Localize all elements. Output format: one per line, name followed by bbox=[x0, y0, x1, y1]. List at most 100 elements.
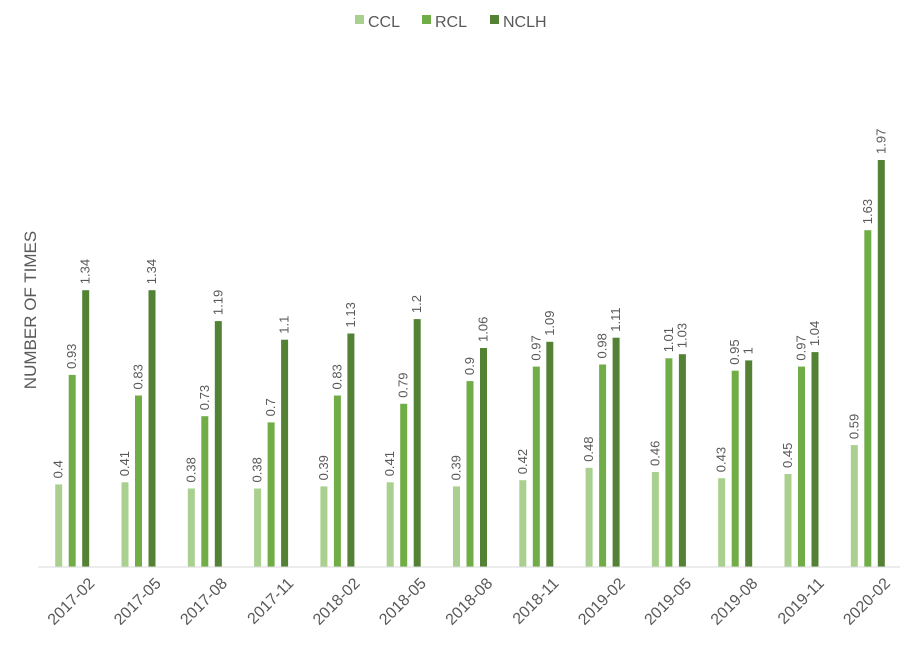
x-tick-label-2019-08: 2019-08 bbox=[708, 575, 762, 629]
legend: CCL RCL NCLH bbox=[355, 14, 547, 31]
x-tick-label-2017-11: 2017-11 bbox=[245, 575, 298, 628]
data-label-ccl-2018-08: 0.39 bbox=[449, 455, 464, 480]
bar-nclh-2019-05 bbox=[678, 354, 686, 567]
bar-rcl-2019-08 bbox=[731, 370, 739, 567]
bar-nclh-2018-02 bbox=[347, 333, 355, 567]
data-label-rcl-2018-08: 0.9 bbox=[462, 357, 477, 375]
data-label-ccl-2018-05: 0.41 bbox=[382, 451, 397, 476]
data-label-rcl-2018-02: 0.83 bbox=[329, 364, 344, 389]
bar-ccl-2017-11 bbox=[254, 488, 262, 567]
data-label-ccl-2017-05: 0.41 bbox=[117, 451, 132, 476]
bar-nclh-2017-08 bbox=[214, 321, 222, 567]
bar-nclh-2017-02 bbox=[82, 290, 90, 567]
x-tick-label-2018-11: 2018-11 bbox=[510, 575, 563, 628]
data-label-rcl-2018-11: 0.97 bbox=[528, 335, 543, 360]
bar-rcl-2019-11 bbox=[798, 366, 805, 567]
x-tick-label-2019-05: 2019-05 bbox=[642, 575, 696, 629]
x-tick-label-2017-05: 2017-05 bbox=[111, 575, 165, 629]
x-tick-label-2017-08: 2017-08 bbox=[177, 575, 231, 629]
x-tick-label-2018-05: 2018-05 bbox=[376, 575, 430, 629]
x-tick-label-2020-02: 2020-02 bbox=[840, 575, 894, 629]
data-label-nclh-2018-05: 1.2 bbox=[409, 295, 424, 313]
data-label-nclh-2019-08: 1 bbox=[741, 347, 756, 354]
x-tick-labels: 2017-02 2017-05 2017-08 2017-11 2018-02 2018-… bbox=[45, 575, 894, 629]
bars bbox=[55, 160, 885, 567]
bar-nclh-2018-08 bbox=[480, 348, 487, 567]
data-labels: 0.4 0.93 1.34 0.41 0.83 1.34 0.38 0.73 1.19 0.38 0… bbox=[51, 129, 889, 483]
bar-ccl-2018-08 bbox=[453, 486, 460, 567]
data-label-nclh-2019-05: 1.03 bbox=[674, 323, 689, 348]
data-label-ccl-2019-08: 0.43 bbox=[714, 447, 729, 472]
legend-swatch-rcl bbox=[422, 15, 431, 24]
legend-swatch-nclh bbox=[490, 15, 499, 24]
data-label-rcl-2017-02: 0.93 bbox=[64, 344, 79, 369]
bar-ccl-2017-02 bbox=[55, 484, 63, 567]
data-label-rcl-2018-05: 0.79 bbox=[396, 372, 411, 397]
x-tick-label-2019-11: 2019-11 bbox=[775, 575, 828, 628]
bar-rcl-2018-11 bbox=[532, 366, 540, 567]
data-label-ccl-2019-02: 0.48 bbox=[581, 436, 596, 461]
data-label-rcl-2019-02: 0.98 bbox=[595, 333, 610, 358]
bar-ccl-2019-02 bbox=[585, 467, 593, 567]
legend-swatch-ccl bbox=[355, 15, 364, 24]
data-label-ccl-2019-05: 0.46 bbox=[647, 441, 662, 466]
bar-ccl-2020-02 bbox=[850, 445, 858, 567]
data-label-nclh-2019-02: 1.11 bbox=[608, 307, 623, 331]
x-tick-label-2017-02: 2017-02 bbox=[45, 575, 99, 629]
data-label-nclh-2018-02: 1.13 bbox=[343, 302, 358, 327]
data-label-nclh-2017-08: 1.19 bbox=[210, 290, 225, 315]
bar-ccl-2018-11 bbox=[519, 480, 527, 567]
data-label-ccl-2019-11: 0.45 bbox=[780, 443, 795, 468]
bar-rcl-2020-02 bbox=[864, 230, 872, 567]
bar-ccl-2019-05 bbox=[651, 472, 659, 567]
data-label-rcl-2019-05: 1.01 bbox=[661, 327, 676, 352]
bar-nclh-2017-11 bbox=[281, 339, 289, 567]
data-label-rcl-2017-05: 0.83 bbox=[131, 364, 146, 389]
bar-ccl-2018-05 bbox=[386, 482, 394, 567]
data-label-nclh-2017-02: 1.34 bbox=[78, 259, 93, 284]
bar-nclh-2019-08 bbox=[745, 360, 753, 567]
data-label-rcl-2017-11: 0.7 bbox=[263, 398, 278, 416]
bar-ccl-2017-08 bbox=[187, 488, 195, 567]
data-label-nclh-2017-11: 1.1 bbox=[277, 316, 292, 334]
data-label-rcl-2017-08: 0.73 bbox=[197, 385, 212, 410]
bar-rcl-2019-02 bbox=[599, 364, 607, 567]
data-label-ccl-2018-11: 0.42 bbox=[515, 449, 530, 474]
bar-nclh-2017-05 bbox=[148, 290, 156, 567]
bar-nclh-2018-05 bbox=[413, 319, 421, 567]
data-label-nclh-2020-02: 1.97 bbox=[873, 129, 888, 154]
data-label-nclh-2018-11: 1.09 bbox=[542, 310, 557, 335]
legend-label-rcl: RCL bbox=[435, 14, 467, 31]
bar-ccl-2019-08 bbox=[718, 478, 726, 567]
bar-nclh-2018-11 bbox=[546, 341, 554, 567]
bar-nclh-2020-02 bbox=[877, 160, 885, 567]
x-tick-label-2019-02: 2019-02 bbox=[575, 575, 629, 629]
data-label-ccl-2020-02: 0.59 bbox=[846, 414, 861, 439]
legend-label-ccl: CCL bbox=[368, 14, 400, 31]
bar-ccl-2018-02 bbox=[320, 486, 328, 567]
data-label-ccl-2017-02: 0.4 bbox=[51, 460, 66, 478]
x-tick-label-2018-02: 2018-02 bbox=[310, 575, 364, 629]
bar-nclh-2019-02 bbox=[612, 337, 620, 567]
bar-rcl-2017-08 bbox=[201, 416, 209, 567]
data-label-nclh-2017-05: 1.34 bbox=[144, 259, 159, 284]
bar-rcl-2018-05 bbox=[400, 403, 408, 567]
data-label-nclh-2018-08: 1.06 bbox=[476, 317, 491, 342]
bar-rcl-2017-05 bbox=[135, 395, 142, 567]
data-label-rcl-2019-11: 0.97 bbox=[794, 335, 809, 360]
data-label-ccl-2018-02: 0.39 bbox=[316, 455, 331, 480]
bar-nclh-2019-11 bbox=[811, 352, 819, 567]
x-tick-label-2018-08: 2018-08 bbox=[443, 575, 497, 629]
bar-rcl-2019-05 bbox=[665, 358, 673, 567]
data-label-nclh-2019-11: 1.04 bbox=[807, 321, 822, 346]
bar-ccl-2019-11 bbox=[784, 474, 792, 567]
bar-ccl-2017-05 bbox=[121, 482, 129, 567]
bar-rcl-2018-02 bbox=[333, 395, 341, 567]
bar-rcl-2017-11 bbox=[267, 422, 275, 567]
data-label-ccl-2017-08: 0.38 bbox=[183, 457, 198, 482]
data-label-rcl-2020-02: 1.63 bbox=[860, 199, 875, 224]
data-label-ccl-2017-11: 0.38 bbox=[250, 457, 265, 482]
data-label-rcl-2019-08: 0.95 bbox=[727, 339, 742, 364]
